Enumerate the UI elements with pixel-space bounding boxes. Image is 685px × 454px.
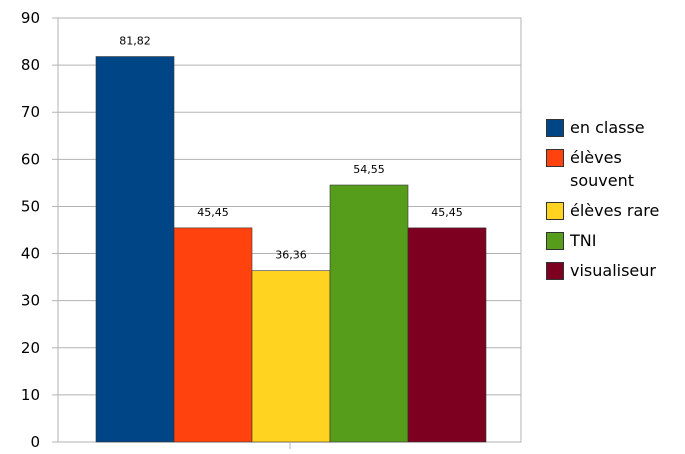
data-label: 36,36 <box>275 249 307 262</box>
y-tick-label: 20 <box>21 339 40 357</box>
y-tick-label: 10 <box>21 386 40 404</box>
y-tick-label: 0 <box>30 433 40 451</box>
data-label: 54,55 <box>353 163 385 176</box>
legend-swatch <box>546 149 564 167</box>
legend-label: TNI <box>570 231 597 250</box>
legend-label: en classe <box>570 118 645 137</box>
bar <box>173 227 253 443</box>
legend-label: élèves souvent <box>570 148 634 190</box>
bar <box>95 56 175 443</box>
data-labels: 81,82 45,45 36,36 54,55 45,45 <box>119 35 463 262</box>
legend-item: visualiseur <box>546 259 682 282</box>
y-tick-label: 60 <box>21 150 40 168</box>
y-tick-label: 80 <box>21 56 40 74</box>
data-label: 45,45 <box>197 206 229 219</box>
bar-chart: 0 10 20 30 40 50 60 70 80 90 81,82 45,45 36,36 54,55… <box>21 9 522 451</box>
bars <box>95 56 487 443</box>
legend-label: visualiseur <box>570 261 656 280</box>
y-axis-tick-labels: 0 10 20 30 40 50 60 70 80 90 <box>21 9 40 451</box>
data-label: 45,45 <box>431 206 463 219</box>
bar <box>251 270 331 443</box>
legend-swatch <box>546 202 564 220</box>
bar <box>407 227 487 443</box>
legend-item: TNI <box>546 229 682 252</box>
legend-item: élèves souvent <box>546 146 682 192</box>
y-tick-label: 90 <box>21 9 40 27</box>
legend: en classe élèves souvent élèves rare TNI… <box>546 116 682 289</box>
legend-swatch <box>546 262 564 280</box>
y-tick-label: 50 <box>21 197 40 215</box>
bar <box>329 184 409 443</box>
legend-label: élèves rare <box>570 201 660 220</box>
legend-swatch <box>546 119 564 137</box>
y-tick-label: 70 <box>21 103 40 121</box>
y-tick-label: 40 <box>21 245 40 263</box>
y-tick-label: 30 <box>21 292 40 310</box>
data-label: 81,82 <box>119 35 151 48</box>
legend-swatch <box>546 232 564 250</box>
legend-item: en classe <box>546 116 682 139</box>
legend-item: élèves rare <box>546 199 682 222</box>
